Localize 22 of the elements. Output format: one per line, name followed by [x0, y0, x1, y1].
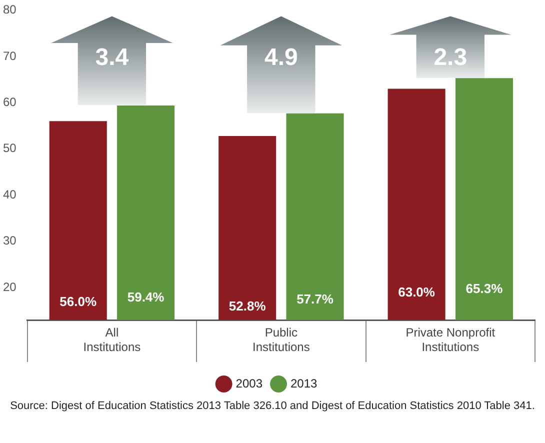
- y-tick-label: 40: [2, 187, 17, 202]
- x-tick-label: Private Nonprofit Institutions: [406, 326, 496, 354]
- y-tick-label: 30: [2, 234, 17, 248]
- annotation: 3.4: [95, 44, 129, 72]
- data-label: 56.0%: [60, 294, 97, 310]
- data-label: 59.4%: [127, 289, 165, 304]
- y-tick-label: 80: [2, 2, 17, 17]
- legend-label: 2003: [236, 376, 263, 390]
- x-tick-label: Public Institutions: [252, 326, 310, 354]
- x-tick-label: All Institutions: [83, 326, 141, 354]
- data-label: 65.3%: [466, 281, 504, 296]
- y-tick-label: 50: [2, 141, 17, 156]
- y-tick-label: 70: [2, 48, 17, 63]
- legend-label: 2013: [290, 376, 318, 390]
- source-note: Source: Digest of Education Statistics 2013 Table 326.10 and Digest of Education Statistics 2010 Table 341.: [9, 400, 536, 413]
- data-label: 52.8%: [228, 298, 266, 314]
- y-tick-label: 20: [2, 280, 17, 294]
- annotation: 2.3: [434, 44, 468, 72]
- data-label: 57.7%: [296, 292, 334, 307]
- y-tick-label: 60: [2, 94, 17, 109]
- annotation: 4.9: [264, 44, 298, 72]
- data-label: 63.0%: [398, 284, 436, 300]
